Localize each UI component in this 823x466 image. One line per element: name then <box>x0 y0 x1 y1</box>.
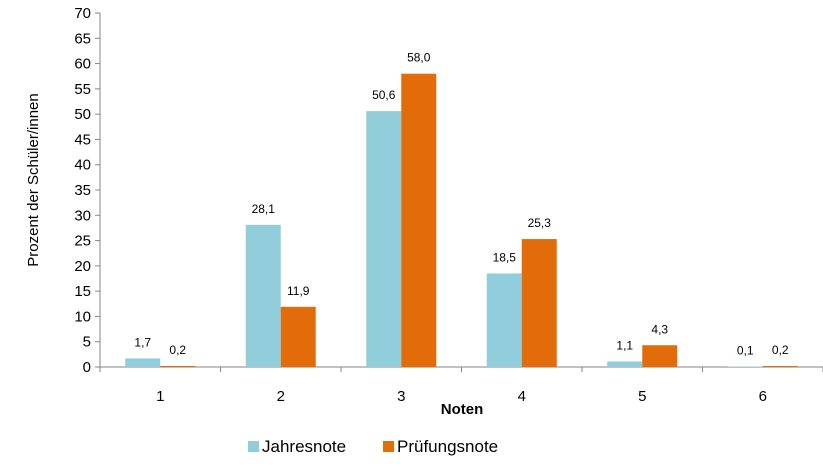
y-tick-label: 45 <box>74 131 91 148</box>
y-tick-label: 50 <box>74 106 91 123</box>
y-tick-label: 0 <box>83 359 91 376</box>
data-label: 58,0 <box>407 51 431 65</box>
y-tick-label: 55 <box>74 81 91 98</box>
legend-label: Prüfungsnote <box>397 437 498 456</box>
bar-pr-fungsnote-6 <box>762 365 798 367</box>
bar-pr-fungsnote-2 <box>280 306 316 367</box>
legend-swatch <box>248 441 259 452</box>
data-label: 18,5 <box>493 250 517 264</box>
x-tick-label: 4 <box>518 388 526 405</box>
y-tick-label: 65 <box>74 30 91 47</box>
bar-jahresnote-4 <box>486 273 522 367</box>
data-label: 1,7 <box>134 335 151 349</box>
data-label: 1,1 <box>616 338 633 352</box>
data-label: 0,1 <box>737 343 754 357</box>
x-tick-label: 2 <box>277 388 285 405</box>
legend-label: Jahresnote <box>262 437 346 456</box>
y-tick-label: 20 <box>74 258 91 275</box>
data-label: 50,6 <box>372 88 396 102</box>
bar-jahresnote-6 <box>727 366 763 367</box>
data-label: 0,2 <box>772 343 789 357</box>
bar-jahresnote-2 <box>245 224 281 367</box>
data-label: 11,9 <box>287 284 310 298</box>
data-label: 4,3 <box>651 322 668 336</box>
y-tick-label: 35 <box>74 182 91 199</box>
legend-swatch <box>383 441 394 452</box>
bar-pr-fungsnote-4 <box>521 239 557 367</box>
x-tick-label: 1 <box>156 388 164 405</box>
data-label: 0,2 <box>169 343 186 357</box>
x-axis-title: Noten <box>441 401 484 418</box>
y-tick-label: 5 <box>83 334 91 351</box>
data-labels: 1,7 28,1 50,6 18,5 1,1 0,1 0,2 11,9 58,0 25,3 4,3 0… <box>134 51 789 358</box>
legend: Jahresnote Prüfungsnote <box>248 437 498 456</box>
y-tick-label: 60 <box>74 56 91 73</box>
y-tick-label: 70 <box>74 5 91 22</box>
x-axis: 1 2 3 4 5 6 <box>99 366 823 405</box>
bar-jahresnote-3 <box>366 111 402 367</box>
x-tick-label: 6 <box>759 388 767 405</box>
bar-pr-fungsnote-1 <box>160 365 196 367</box>
y-tick-label: 40 <box>74 157 91 174</box>
y-axis-title: Prozent der Schüler/innen <box>25 93 42 266</box>
y-tick-label: 10 <box>74 308 91 325</box>
data-label: 28,1 <box>252 202 276 216</box>
bar-pr-fungsnote-3 <box>401 73 437 367</box>
bar-pr-fungsnote-5 <box>642 345 678 367</box>
y-tick-label: 15 <box>74 283 91 300</box>
x-tick-label: 5 <box>638 388 646 405</box>
bar-jahresnote-1 <box>125 358 161 367</box>
y-tick-label: 25 <box>74 233 91 250</box>
y-tick-label: 30 <box>74 207 91 224</box>
y-axis: 0 5 10 15 20 25 30 35 40 45 50 55 60 65 70 <box>74 5 101 376</box>
data-label: 25,3 <box>528 216 552 230</box>
bars <box>125 73 798 367</box>
bar-jahresnote-5 <box>607 361 643 367</box>
x-tick-label: 3 <box>397 388 405 405</box>
